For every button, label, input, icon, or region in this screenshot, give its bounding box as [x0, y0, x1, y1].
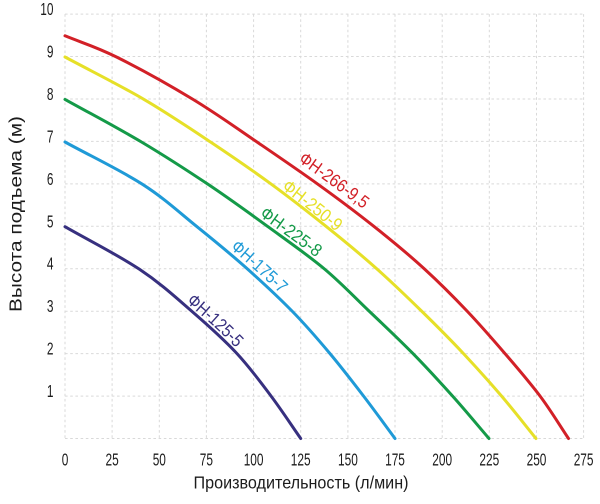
svg-text:6: 6 — [47, 169, 54, 189]
svg-text:50: 50 — [153, 450, 166, 470]
svg-text:1: 1 — [47, 381, 54, 401]
svg-text:5: 5 — [47, 211, 54, 231]
svg-text:225: 225 — [479, 450, 499, 470]
svg-text:25: 25 — [106, 450, 119, 470]
svg-text:8: 8 — [47, 84, 54, 104]
svg-text:Высота подъема (м): Высота подъема (м) — [6, 116, 26, 312]
svg-text:0: 0 — [62, 450, 69, 470]
svg-text:10: 10 — [40, 0, 53, 19]
svg-text:75: 75 — [200, 450, 213, 470]
svg-text:250: 250 — [527, 450, 547, 470]
svg-text:Производительность (л/мин): Производительность (л/мин) — [194, 473, 409, 493]
svg-text:9: 9 — [47, 42, 54, 62]
svg-text:4: 4 — [47, 254, 54, 274]
svg-text:150: 150 — [338, 450, 358, 470]
svg-text:200: 200 — [432, 450, 452, 470]
svg-text:125: 125 — [291, 450, 311, 470]
svg-text:275: 275 — [574, 450, 594, 470]
svg-text:2: 2 — [47, 339, 54, 359]
svg-text:3: 3 — [47, 296, 54, 316]
svg-text:175: 175 — [385, 450, 405, 470]
svg-text:100: 100 — [244, 450, 264, 470]
svg-text:7: 7 — [47, 126, 54, 146]
